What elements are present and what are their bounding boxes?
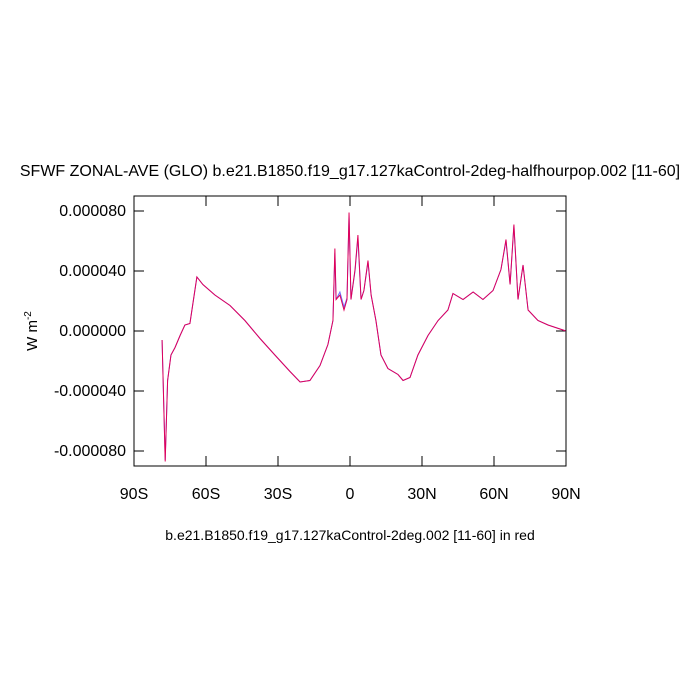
x-tick-label: 90N [551, 486, 580, 503]
data-line [161, 212, 567, 462]
x-tick-label: 30N [407, 486, 436, 503]
x-tick-label: 30S [264, 486, 292, 503]
plot-frame [133, 195, 567, 467]
x-tick-label: 0 [346, 486, 355, 503]
caption: b.e21.B1850.f19_g17.127kaControl-2deg.00… [165, 527, 534, 543]
x-tick-label: 60N [479, 486, 508, 503]
y-tick-label: -0.000040 [54, 383, 126, 400]
y-tick-label: -0.000080 [54, 443, 126, 460]
x-tick-label: 60S [192, 486, 220, 503]
y-tick-label: 0.000040 [59, 263, 126, 280]
y-axis-label-text: W m [24, 320, 41, 351]
y-axis-label-exponent: -2 [23, 311, 34, 320]
y-tick-label: 0.000000 [59, 323, 126, 340]
x-tick-label: 90S [120, 486, 148, 503]
chart-title: SFWF ZONAL-AVE (GLO) b.e21.B1850.f19_g17… [20, 163, 680, 180]
y-tick-label: 0.000080 [59, 203, 126, 220]
data-line [161, 215, 567, 461]
y-axis-label: W m-2 [23, 311, 41, 351]
